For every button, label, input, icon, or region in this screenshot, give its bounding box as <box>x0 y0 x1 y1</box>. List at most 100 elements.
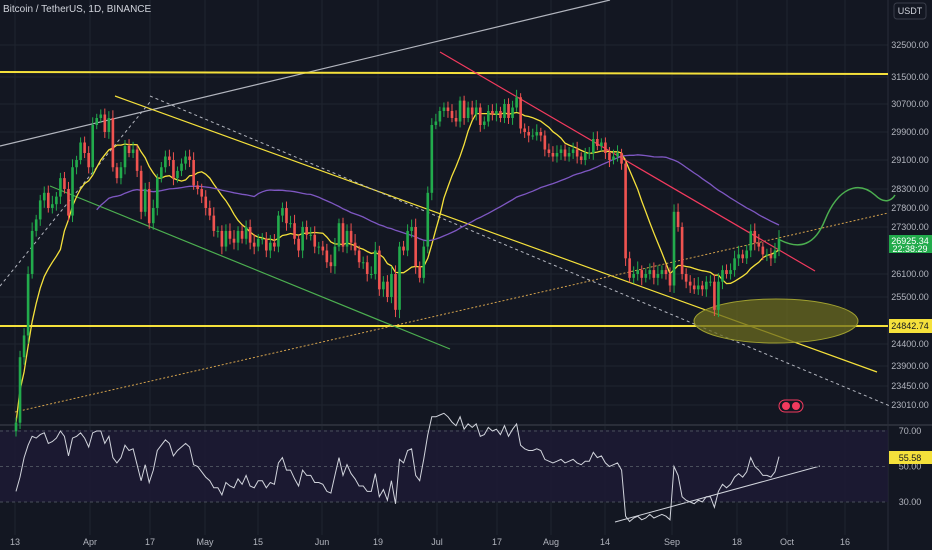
candle-body <box>361 262 365 264</box>
candle-body <box>236 230 240 243</box>
candle-body <box>277 215 280 247</box>
candle-body <box>773 250 777 259</box>
rsi-value-label: 55.58 <box>899 453 922 463</box>
candle-body <box>648 270 652 274</box>
yellow-resistance-horizontal <box>0 71 889 75</box>
candle-body <box>252 242 256 247</box>
price-tick-label: 29100.00 <box>891 155 929 165</box>
candle-body <box>583 153 587 160</box>
candle-body <box>454 118 458 122</box>
candle-body <box>765 254 769 256</box>
candle-body <box>676 211 680 227</box>
candle-body <box>442 107 446 111</box>
candle-body <box>67 189 70 216</box>
candle-body <box>99 114 103 118</box>
last-price-label: 26925.34 <box>891 236 929 246</box>
yellow-ma-line <box>15 111 780 423</box>
candle-body <box>434 121 438 125</box>
candle-body <box>192 160 195 186</box>
pink-descending-line <box>439 51 816 272</box>
rsi-tick-label: 50.00 <box>899 462 922 472</box>
candle-body <box>75 160 78 168</box>
candle-body <box>382 281 385 290</box>
candle-body <box>579 156 583 160</box>
candle-body <box>212 215 216 231</box>
moving-average-yellow <box>15 111 780 423</box>
candle-body <box>208 208 212 216</box>
candle-body <box>321 246 325 251</box>
candle-body <box>172 160 175 179</box>
candle-body <box>143 189 147 212</box>
candle-body <box>22 335 26 358</box>
time-tick-label: 13 <box>10 537 20 547</box>
candle-body <box>656 274 660 278</box>
candle-body <box>349 230 353 243</box>
candle-body <box>309 234 313 236</box>
candle-body <box>741 254 744 259</box>
candle-body <box>757 242 761 247</box>
candle-body <box>188 156 191 160</box>
candle-body <box>337 223 341 247</box>
candle-body <box>535 132 539 136</box>
time-tick-label: 14 <box>600 537 610 547</box>
candle-body <box>14 422 18 432</box>
candle-body <box>353 242 357 251</box>
candle-body <box>608 153 611 160</box>
candle-body <box>390 274 393 297</box>
candle-body <box>55 196 58 205</box>
candle-body <box>753 230 757 243</box>
candle-body <box>430 125 434 193</box>
candle-body <box>406 230 409 251</box>
candle-body <box>260 238 264 240</box>
candle-body <box>26 274 30 336</box>
candle-body <box>151 208 155 224</box>
candle-body <box>369 274 373 275</box>
candle-body <box>386 281 389 297</box>
candle-body <box>672 211 676 286</box>
candle-body <box>587 153 591 154</box>
candle-body <box>620 153 623 164</box>
candle-body <box>684 274 688 282</box>
candle-body <box>668 274 672 286</box>
candle-body <box>264 238 268 251</box>
candle-body <box>95 118 99 125</box>
candle-body <box>721 270 724 282</box>
candle-body <box>200 189 204 197</box>
candle-body <box>204 196 208 208</box>
orange-dotted-trendline <box>14 212 889 413</box>
candle-body <box>147 189 151 224</box>
time-tick-label: 17 <box>492 537 502 547</box>
candle-body <box>692 285 696 290</box>
candle-body <box>248 227 252 243</box>
candle-body <box>228 230 232 239</box>
candle-body <box>164 156 167 168</box>
chart-title: Bitcoin / TetherUS, 1D, BINANCE <box>3 4 152 15</box>
candle-body <box>305 227 308 235</box>
candle-body <box>373 250 377 274</box>
candle-body <box>83 142 86 153</box>
rsi-line <box>15 412 780 523</box>
candle-body <box>378 250 381 290</box>
time-axis[interactable]: 13 Apr 17 May 15 Jun 19 Jul 17 Aug 14 Sep 18 Oct 16 <box>10 537 850 547</box>
candle-body <box>539 132 543 136</box>
candle-body <box>515 97 518 108</box>
candle-body <box>135 149 139 171</box>
time-tick-label: Sep <box>664 537 680 547</box>
candle-body <box>600 142 603 146</box>
candle-body <box>733 258 736 271</box>
candle-body <box>273 242 276 247</box>
countdown-label: 22:38:29 <box>892 244 927 254</box>
rsi-axis: 70.00 50.00 30.00 <box>899 426 922 507</box>
candle-body <box>438 111 442 122</box>
candle-body <box>777 238 781 251</box>
candlesticks <box>14 89 781 437</box>
purple-ma-line <box>96 154 780 242</box>
candle-body <box>34 219 38 231</box>
candle-body <box>519 97 522 129</box>
currency-badge[interactable]: USDT <box>893 2 927 20</box>
alert-icon[interactable] <box>778 399 804 413</box>
candle-body <box>575 149 579 157</box>
price-tick-label: 26100.00 <box>891 269 929 279</box>
price-axis[interactable]: 32500.00 31500.00 30700.00 29900.00 29100.00… <box>891 40 929 410</box>
